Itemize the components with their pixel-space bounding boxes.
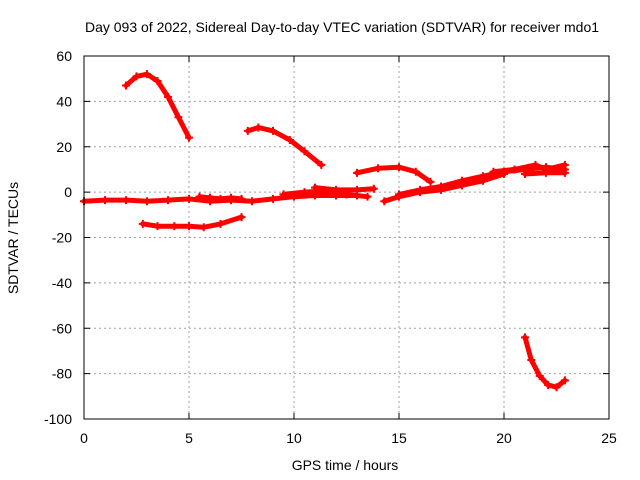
data-point (479, 174, 487, 183)
data-point (374, 164, 382, 173)
y-tick-label: -80 (52, 366, 72, 382)
y-tick-label: 0 (64, 184, 72, 200)
series-track-3 (354, 164, 433, 185)
data-point (153, 222, 162, 231)
data-point (527, 356, 536, 365)
data-point (101, 196, 109, 205)
data-point (380, 197, 389, 206)
data-point (185, 133, 193, 142)
y-tick-label: -20 (52, 230, 72, 246)
data-point (437, 183, 445, 192)
data-point (353, 185, 361, 194)
y-tick-label: 40 (56, 93, 72, 109)
data-point (185, 194, 193, 203)
data-point (332, 185, 340, 194)
data-point (237, 213, 246, 222)
data-point (138, 219, 147, 228)
data-point (170, 222, 179, 231)
data-point (395, 163, 403, 172)
chart-title: Day 093 of 2022, Sidereal Day-to-day VTE… (85, 19, 599, 35)
data-series (80, 70, 569, 392)
data-point (122, 81, 130, 90)
data-point (560, 168, 569, 177)
x-tick-label: 5 (185, 430, 193, 446)
data-point (227, 193, 235, 202)
data-point (143, 70, 151, 79)
data-point (122, 196, 130, 205)
data-point (216, 219, 225, 228)
data-point (248, 197, 256, 206)
y-tick-label: 20 (56, 139, 72, 155)
data-point (300, 147, 309, 156)
data-point (560, 160, 569, 169)
data-point (535, 371, 544, 380)
data-point (254, 123, 263, 132)
data-point (542, 168, 550, 177)
data-point (521, 333, 529, 342)
data-point (353, 168, 361, 177)
data-point (531, 160, 540, 169)
data-point (185, 222, 193, 231)
data-point (458, 179, 466, 188)
data-point (395, 190, 403, 199)
data-point (311, 183, 319, 192)
x-tick-label: 10 (286, 430, 302, 446)
data-point (369, 184, 378, 193)
data-point (411, 167, 420, 176)
data-point (544, 380, 553, 389)
x-tick-label: 20 (496, 430, 512, 446)
x-tick-label: 25 (601, 430, 617, 446)
data-point (521, 169, 529, 178)
data-point (243, 126, 252, 135)
axis-ticks: 0 5 10 15 20 25 -100 -80 -60 -40 -20 0 20 40 60 (44, 48, 617, 446)
y-tick-label: -40 (52, 275, 72, 291)
data-point (237, 194, 246, 203)
grid (84, 56, 609, 419)
data-point (206, 193, 214, 202)
data-point (164, 92, 172, 101)
x-tick-label: 15 (391, 430, 407, 446)
data-point (363, 192, 372, 201)
x-tick-label: 0 (80, 430, 88, 446)
data-point (300, 188, 309, 197)
data-point (195, 192, 204, 201)
series-track-2 (245, 125, 324, 168)
x-axis-label: GPS time / hours (292, 457, 399, 473)
data-point (143, 197, 151, 206)
data-point (132, 72, 141, 81)
data-point (164, 196, 172, 205)
data-point (279, 190, 288, 199)
data-point (510, 165, 519, 174)
data-point (560, 376, 569, 385)
y-tick-label: 60 (56, 48, 72, 64)
data-point (216, 194, 225, 203)
y-tick-label: -60 (52, 320, 72, 336)
data-point (317, 160, 326, 169)
data-point (199, 223, 208, 232)
data-point (426, 177, 435, 186)
series-track-4 (522, 334, 568, 390)
data-point (285, 135, 294, 144)
data-point (416, 185, 424, 194)
data-point (269, 194, 277, 203)
data-point (269, 126, 277, 135)
data-point (153, 76, 162, 85)
data-point (489, 167, 498, 176)
data-point (552, 383, 561, 392)
data-point (174, 113, 183, 122)
series-track-9 (312, 185, 377, 193)
y-axis-label: SDTVAR / TECUs (5, 182, 21, 294)
y-tick-label: -100 (44, 411, 72, 427)
